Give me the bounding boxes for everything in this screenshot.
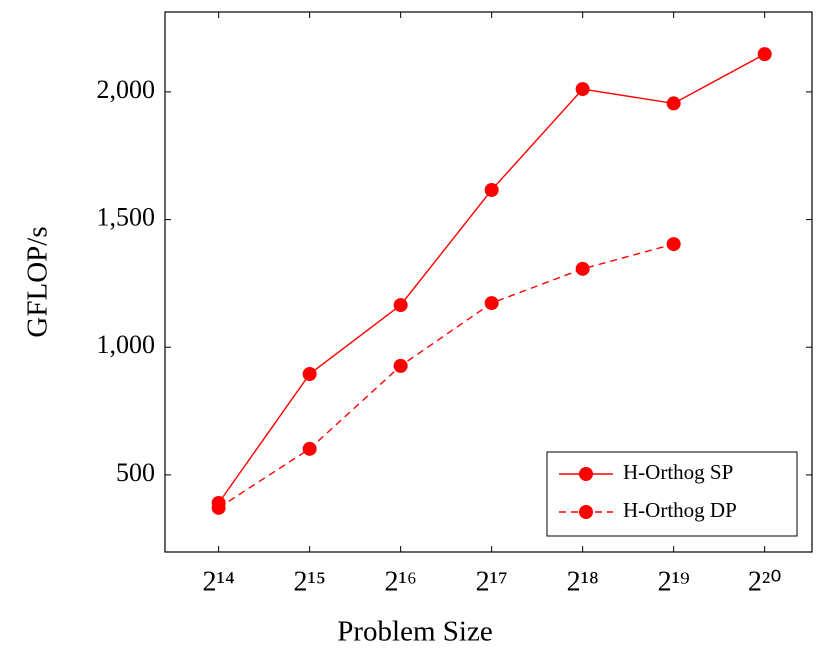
data-point	[302, 441, 317, 456]
y-tick-label: 1,000	[97, 330, 156, 359]
x-tick-label: 2²⁰	[748, 566, 782, 597]
data-point	[757, 47, 772, 62]
y-tick-label: 1,500	[97, 203, 156, 232]
legend-marker	[579, 467, 593, 481]
legend-label: H-Orthog DP	[623, 498, 737, 522]
x-tick-label: 2¹⁴	[203, 566, 235, 597]
data-point	[575, 261, 590, 276]
x-axis-label: Problem Size	[337, 616, 492, 648]
data-point	[575, 82, 590, 97]
legend-label: H-Orthog SP	[623, 460, 733, 484]
data-point	[393, 358, 408, 373]
legend: H-Orthog SP H-Orthog DP	[546, 451, 798, 537]
data-point	[393, 298, 408, 313]
x-tick-label: 2¹⁵	[294, 566, 326, 597]
data-point	[211, 500, 226, 515]
plot-frame	[164, 11, 813, 553]
y-axis-label: GFLOP/s	[22, 226, 54, 337]
series-line	[218, 243, 674, 509]
legend-box	[546, 451, 798, 537]
x-tick-label: 2¹⁷	[476, 566, 508, 597]
data-point	[666, 237, 681, 252]
series-line	[218, 53, 765, 504]
data-point	[484, 296, 499, 311]
x-tick-label: 2¹⁸	[567, 566, 599, 597]
x-tick-label: 2¹⁶	[385, 566, 417, 597]
y-tick-label: 500	[116, 458, 155, 487]
y-tick-label: 2,000	[97, 75, 156, 104]
data-point	[484, 182, 499, 197]
legend-marker	[579, 505, 593, 519]
data-point	[666, 96, 681, 111]
x-tick-label: 2¹⁹	[658, 566, 690, 597]
data-point	[302, 367, 317, 382]
